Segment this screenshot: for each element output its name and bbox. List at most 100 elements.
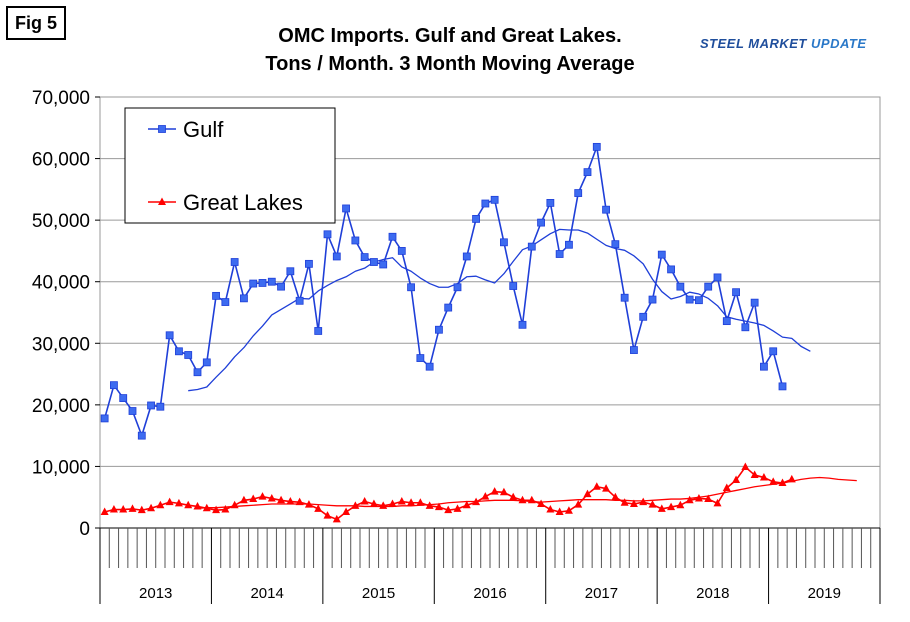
data-point-great-lakes (574, 500, 583, 508)
data-point-great-lakes (258, 492, 267, 500)
data-point-great-lakes (453, 504, 462, 512)
data-point-gulf (713, 273, 722, 282)
data-point-great-lakes (147, 503, 156, 512)
data-point-gulf (240, 294, 248, 303)
data-point-gulf (518, 320, 527, 329)
data-point-gulf (323, 230, 332, 239)
data-point-great-lakes (472, 497, 481, 506)
data-point-great-lakes (425, 501, 434, 509)
data-point-gulf (193, 368, 202, 377)
data-point-great-lakes (286, 497, 295, 505)
y-tick-label: 50,000 (32, 211, 90, 232)
data-point-great-lakes (137, 505, 146, 514)
data-point-gulf (481, 199, 490, 208)
data-point-gulf (722, 317, 731, 326)
y-tick-label: 30,000 (32, 334, 90, 355)
data-point-great-lakes (527, 495, 536, 504)
legend-label-gulf: Gulf (183, 117, 224, 142)
series-markers (100, 142, 796, 523)
data-point-great-lakes (407, 498, 416, 506)
data-point-great-lakes (184, 500, 193, 509)
data-point-great-lakes (778, 478, 787, 487)
data-point-gulf (741, 323, 750, 332)
data-point-gulf (667, 265, 675, 274)
data-point-great-lakes (499, 487, 508, 496)
data-point-gulf (509, 282, 518, 290)
data-point-gulf (332, 252, 341, 261)
data-point-gulf (555, 250, 564, 258)
data-point-great-lakes (332, 514, 341, 523)
data-point-great-lakes (379, 501, 388, 509)
data-point-gulf (295, 296, 304, 305)
legend-marker-gulf (158, 125, 166, 133)
x-axis: 2013 2014 2015 2016 2017 2018 2019 (99, 527, 881, 604)
y-tick-label: 0 (79, 519, 90, 540)
data-point-gulf (490, 195, 499, 204)
data-point-great-lakes (583, 489, 592, 498)
data-point-great-lakes (592, 482, 601, 490)
figure-label: Fig 5 (6, 6, 66, 40)
data-point-great-lakes (193, 501, 202, 510)
data-point-gulf (732, 288, 740, 297)
data-point-gulf (583, 168, 592, 177)
data-point-gulf (639, 312, 648, 321)
data-point-great-lakes (667, 502, 676, 511)
data-point-great-lakes (481, 492, 490, 500)
data-point-gulf (119, 394, 128, 402)
data-point-great-lakes (323, 511, 332, 519)
data-point-great-lakes (657, 504, 666, 512)
data-point-great-lakes (462, 500, 471, 509)
data-point-great-lakes (360, 497, 369, 505)
y-tick-label: 20,000 (32, 396, 90, 417)
data-point-gulf (648, 295, 657, 304)
data-point-great-lakes (750, 470, 759, 479)
x-year-label: 2015 (362, 585, 395, 602)
data-point-great-lakes (249, 494, 258, 503)
data-point-gulf (184, 351, 193, 359)
data-point-great-lakes (741, 462, 750, 471)
data-point-gulf (202, 358, 211, 367)
data-point-gulf (128, 407, 137, 415)
data-point-gulf (546, 199, 555, 207)
data-point-gulf (388, 232, 397, 241)
data-point-great-lakes (212, 505, 221, 514)
data-point-gulf (314, 327, 323, 335)
data-point-great-lakes (732, 475, 741, 483)
data-point-gulf (620, 293, 629, 302)
data-point-great-lakes (100, 507, 109, 515)
data-point-great-lakes (611, 492, 620, 501)
data-point-great-lakes (694, 493, 703, 502)
x-year-label: 2014 (250, 585, 283, 602)
data-point-gulf (676, 282, 685, 291)
data-point-great-lakes (295, 497, 304, 506)
data-point-great-lakes (397, 497, 406, 505)
data-point-great-lakes (444, 505, 453, 514)
data-point-gulf (685, 295, 694, 304)
data-point-gulf (444, 303, 453, 312)
data-point-great-lakes (128, 504, 137, 512)
data-point-gulf (425, 362, 434, 371)
data-point-great-lakes (369, 499, 378, 507)
data-point-gulf (565, 240, 573, 249)
y-tick-label: 10,000 (32, 457, 90, 478)
data-point-gulf (137, 431, 146, 440)
data-point-great-lakes (304, 500, 313, 508)
y-tick-label: 70,000 (32, 88, 90, 109)
data-point-gulf (407, 283, 415, 292)
data-point-gulf (397, 247, 406, 255)
data-point-gulf (472, 215, 480, 223)
data-point-great-lakes (555, 507, 564, 515)
data-point-gulf (305, 259, 313, 268)
data-point-gulf (695, 296, 703, 305)
data-point-gulf (230, 258, 239, 266)
data-point-great-lakes (620, 498, 629, 506)
data-point-gulf (704, 282, 713, 291)
data-point-gulf (351, 236, 360, 245)
data-point-gulf (100, 414, 109, 423)
data-point-great-lakes (230, 500, 239, 509)
data-point-gulf (537, 218, 545, 227)
series-line-great-lakes-12-month-average (197, 476, 857, 509)
data-point-great-lakes (639, 497, 648, 506)
data-point-gulf (370, 258, 378, 266)
data-point-great-lakes (277, 495, 286, 504)
